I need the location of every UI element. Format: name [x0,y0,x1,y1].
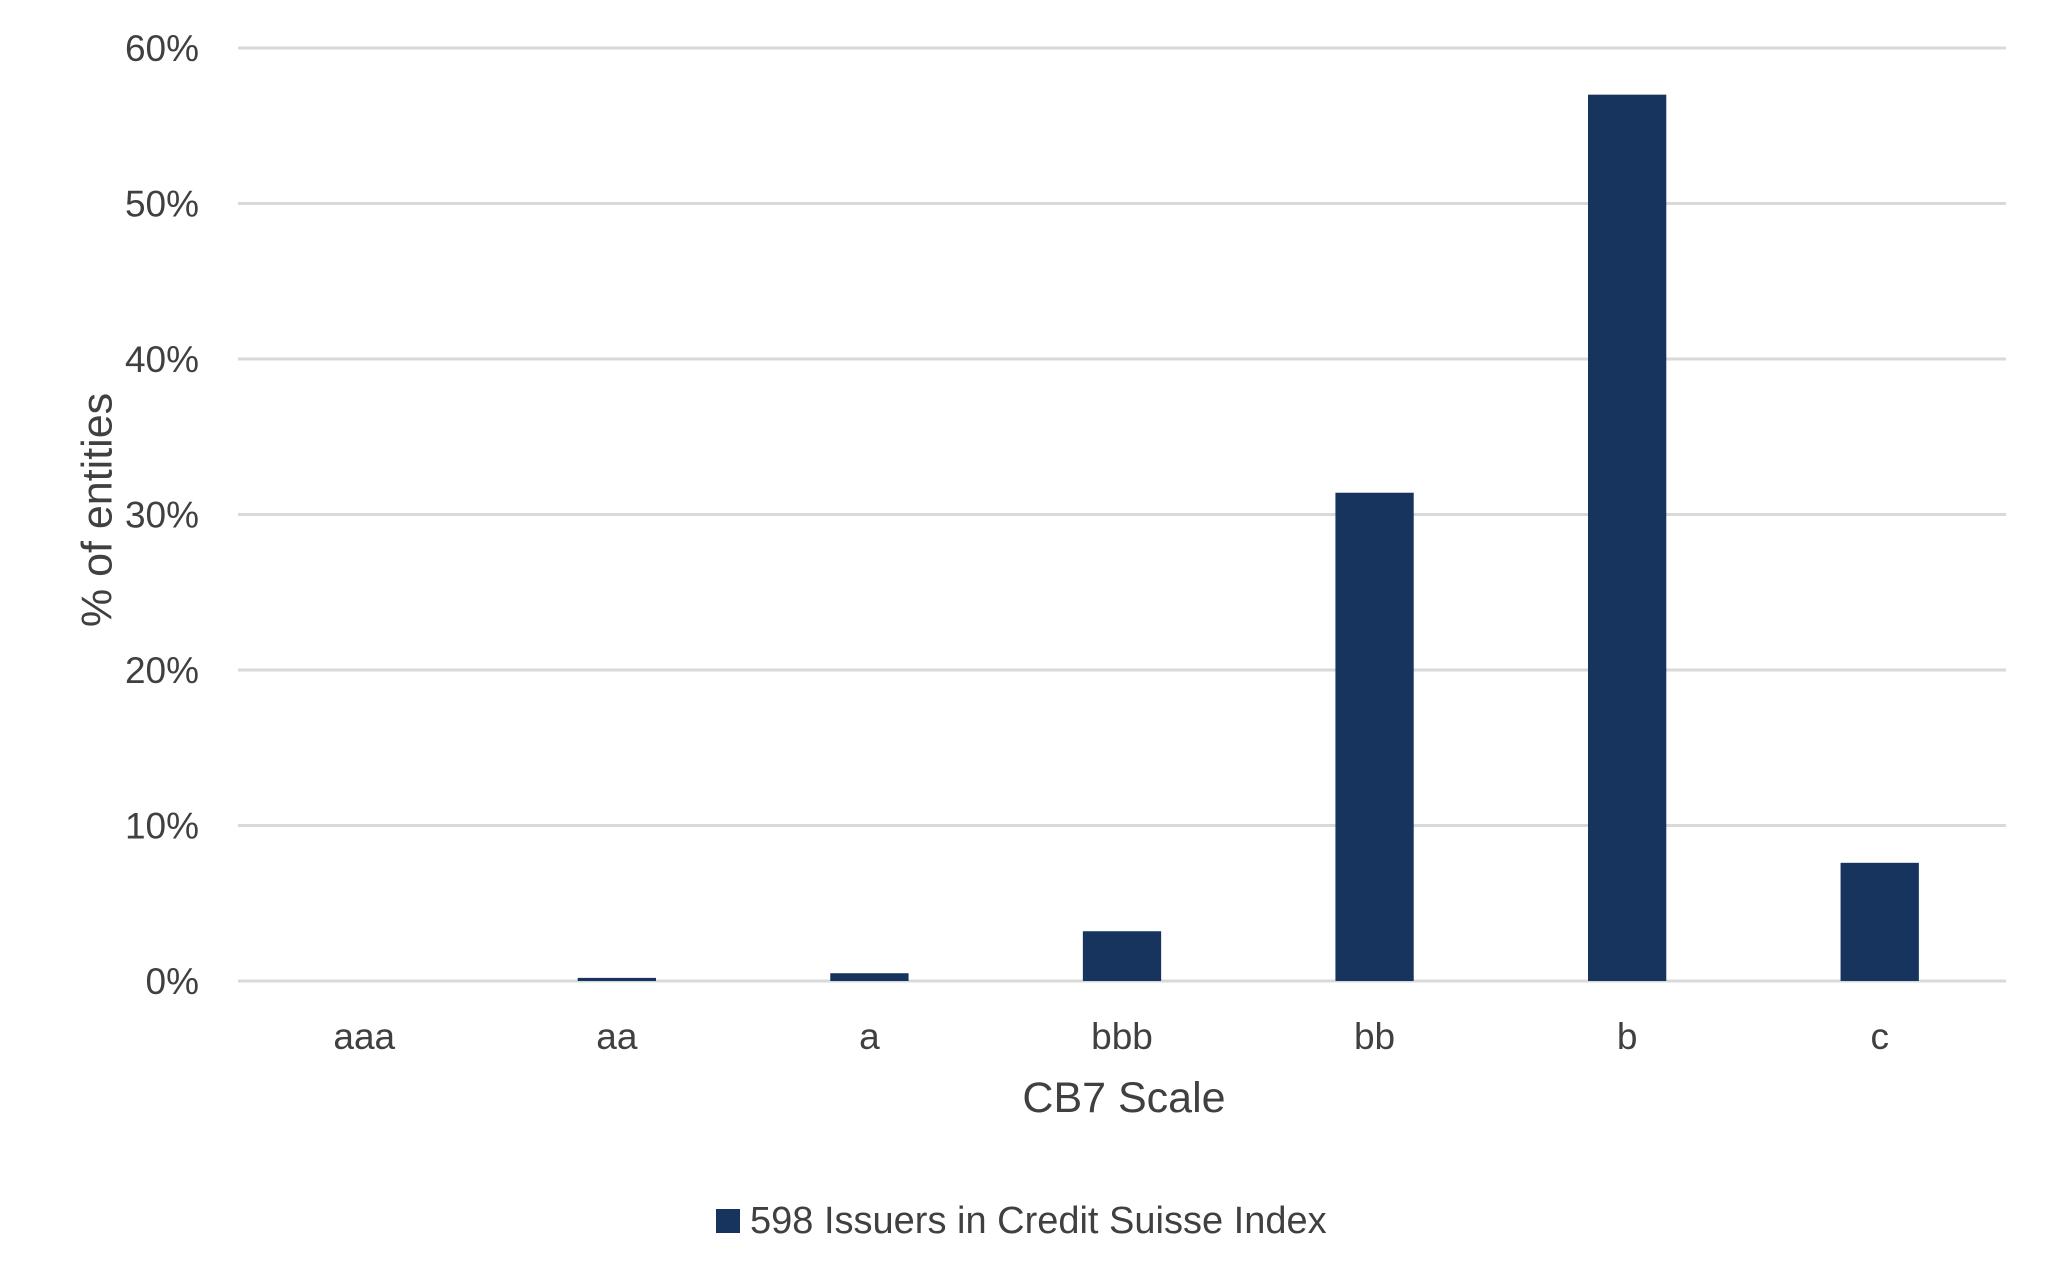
y-axis-title: % of entities [73,393,121,627]
y-tick-label: 0% [146,961,199,1002]
x-tick-label: bb [1354,1016,1395,1057]
y-tick-label: 20% [125,650,199,691]
x-tick-label: aa [596,1016,638,1057]
bars [577,94,1919,981]
bar-bbb [1082,931,1162,981]
y-tick-label: 60% [125,28,199,69]
legend-label: 598 Issuers in Credit Suisse Index [750,1200,1327,1242]
legend: 598 Issuers in Credit Suisse Index [716,1200,1327,1242]
x-tick-label: aaa [333,1016,395,1057]
x-tick-label: a [859,1016,880,1057]
y-tick-label: 50% [125,184,199,225]
x-tick-label: bbb [1091,1016,1153,1057]
y-tick-label: 40% [125,339,199,380]
gridlines [238,46,2006,983]
bar-a [830,973,909,981]
x-tick-label: b [1617,1016,1638,1057]
x-tick-label: c [1870,1016,1889,1057]
legend-swatch [716,1209,740,1233]
bar-aa [577,977,657,981]
x-axis-title: CB7 Scale [1022,1074,1225,1122]
y-axis-ticks: 0% 10% 20% 30% 40% 50% 60% [125,28,199,1002]
y-tick-label: 10% [125,806,199,847]
y-tick-label: 30% [125,495,199,536]
bar-c [1840,862,1919,981]
bar-bb [1335,492,1414,981]
x-axis-ticks: aaa aa a bbb bb b c [333,1016,1889,1057]
bar-b [1587,94,1667,981]
